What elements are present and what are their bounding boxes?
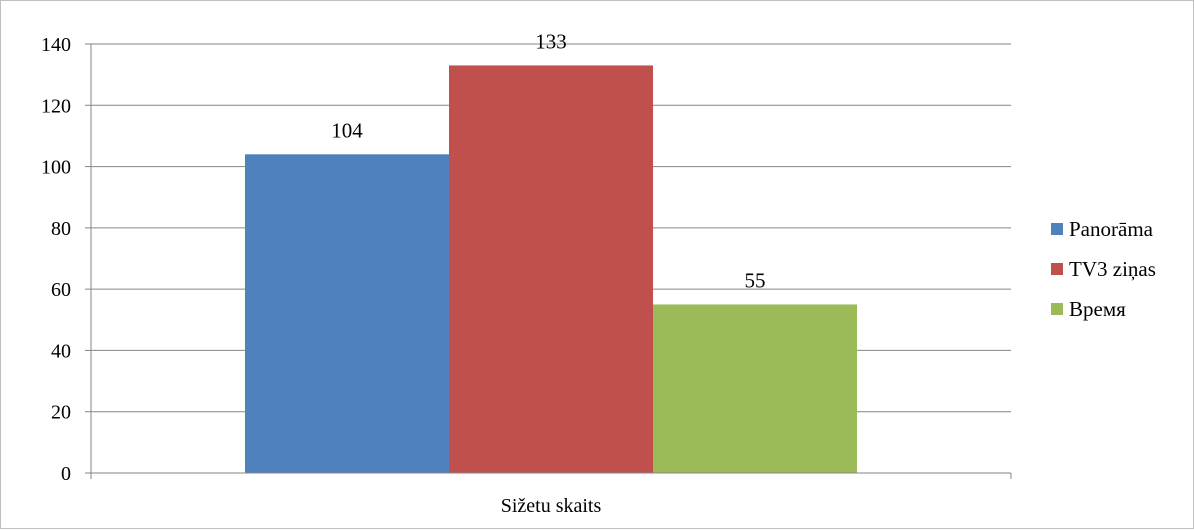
y-axis-ticks: 0 20 40 60 80 100 120 140: [41, 34, 71, 485]
y-tick-label: 120: [41, 95, 71, 117]
legend: Panorāma TV3 ziņas Время: [1051, 217, 1156, 321]
legend-label: Panorāma: [1069, 217, 1154, 241]
bars: [245, 65, 857, 474]
y-tick-label: 20: [51, 402, 71, 424]
bar-1: [245, 154, 449, 474]
x-axis-categories: Sižetu skaits: [501, 495, 602, 517]
legend-label: TV3 ziņas: [1069, 257, 1156, 281]
data-label: 104: [331, 118, 363, 142]
y-tick-label: 80: [51, 218, 71, 240]
x-category-label: Sižetu skaits: [501, 495, 602, 517]
data-label: 55: [745, 268, 766, 292]
legend-swatch: [1051, 223, 1063, 235]
y-tick-label: 0: [61, 463, 71, 485]
bar-3: [653, 304, 857, 473]
legend-swatch: [1051, 303, 1063, 315]
legend-label: Время: [1069, 297, 1126, 321]
y-tick-label: 140: [41, 34, 71, 56]
legend-swatch: [1051, 263, 1063, 275]
data-labels: 104 133 55: [331, 29, 765, 292]
y-tick-label: 60: [51, 279, 71, 301]
data-label: 133: [535, 29, 567, 53]
bar-2: [449, 65, 653, 473]
y-tick-label: 40: [51, 340, 71, 362]
y-tick-label: 100: [41, 157, 71, 179]
axes: [90, 44, 1012, 479]
